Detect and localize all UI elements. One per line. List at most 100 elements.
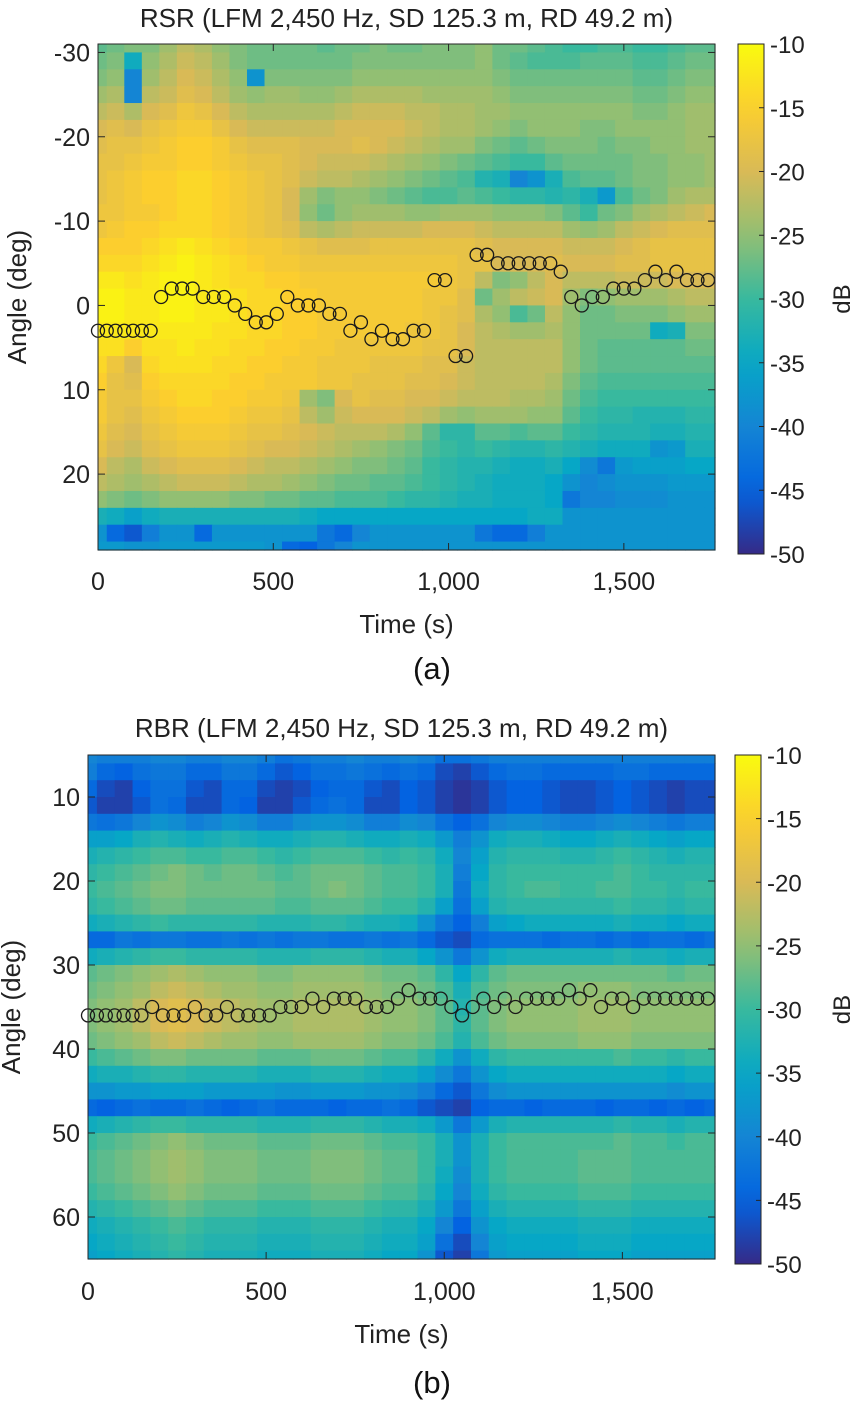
heatmap-cell: [364, 1065, 383, 1084]
heatmap-cell: [352, 288, 371, 307]
heatmap-cell: [474, 254, 493, 273]
heatmap-cell: [453, 897, 472, 916]
panel-b: RBR (LFM 2,450 Hz, SD 125.3 m, RD 49.2 m…: [0, 711, 864, 1422]
heatmap-cell: [631, 780, 650, 798]
heatmap-cell: [457, 136, 476, 155]
heatmap-cell: [595, 897, 615, 916]
heatmap-cell: [470, 1082, 490, 1100]
heatmap-cell: [667, 52, 686, 70]
heatmap-cell: [685, 356, 706, 374]
heatmap-cell: [704, 948, 716, 966]
heatmap-cell: [684, 1217, 705, 1235]
heatmap-cell: [246, 524, 266, 543]
heatmap-cell: [544, 356, 564, 374]
heatmap-cell: [580, 541, 599, 551]
heatmap-cell: [595, 1116, 615, 1134]
heatmap-cell: [542, 1065, 561, 1084]
heatmap-cell: [453, 1233, 472, 1252]
heatmap-cell: [317, 69, 336, 87]
heatmap-cell: [381, 1099, 401, 1117]
heatmap-cell: [364, 1116, 383, 1134]
heatmap-cell: [334, 356, 353, 374]
heatmap-cell: [457, 119, 476, 138]
heatmap-cell: [595, 1200, 615, 1218]
heatmap-cell: [159, 440, 178, 458]
heatmap-cell: [704, 339, 716, 357]
heatmap-cell: [364, 981, 383, 1000]
heatmap-cell: [595, 830, 615, 848]
heatmap-cell: [509, 474, 529, 492]
heatmap-cell: [615, 170, 634, 188]
heatmap-cell: [132, 1166, 151, 1184]
heatmap-cell: [435, 813, 454, 832]
heatmap-cell: [194, 440, 213, 458]
heatmap-cell: [141, 474, 160, 492]
heatmap-cell: [334, 288, 353, 307]
heatmap-cell: [150, 931, 169, 949]
heatmap-cell: [439, 103, 458, 121]
heatmap-cell: [264, 86, 283, 104]
heatmap-cell: [369, 170, 388, 188]
heatmap-cell: [488, 1065, 508, 1084]
heatmap-cell: [229, 440, 248, 458]
heatmap-cell: [562, 69, 581, 87]
heatmap-cell: [334, 423, 353, 441]
heatmap-cell: [509, 271, 529, 290]
heatmap-cell: [509, 204, 529, 222]
heatmap-cell: [457, 322, 476, 340]
heatmap-cell: [632, 490, 651, 509]
heatmap-cell: [704, 847, 716, 865]
heatmap-cell: [334, 389, 353, 408]
heatmap-cell: [159, 119, 178, 138]
heatmap-cell: [542, 763, 561, 781]
heatmap-cell: [453, 830, 472, 848]
marker-point: [433, 991, 448, 1006]
heatmap-cell: [632, 69, 651, 87]
heatmap-cell: [328, 981, 347, 1000]
heatmap-cell: [417, 763, 436, 781]
heatmap-cell: [96, 755, 116, 764]
heatmap-cell: [364, 763, 383, 781]
heatmap-cell: [632, 103, 651, 121]
heatmap-cell: [684, 1015, 705, 1033]
marker-point: [529, 991, 545, 1006]
marker-point: [143, 323, 158, 338]
heatmap-cell: [168, 881, 187, 899]
heatmap-cell: [524, 1099, 543, 1117]
heatmap-cell: [597, 440, 616, 458]
heatmap-cell: [404, 524, 423, 543]
heatmap-cell: [474, 457, 493, 475]
heatmap-cell: [650, 474, 669, 492]
heatmap-cell: [106, 406, 125, 425]
heatmap-cell: [264, 153, 283, 172]
heatmap-cell: [542, 1099, 561, 1117]
heatmap-cell: [106, 237, 125, 256]
marker-point: [604, 991, 619, 1006]
marker-point: [134, 323, 149, 338]
heatmap-cell: [404, 457, 423, 475]
heatmap-cell: [631, 1032, 650, 1050]
marker-point: [209, 1008, 224, 1023]
heatmap-cell: [562, 153, 581, 172]
heatmap-cell: [613, 780, 632, 798]
heatmap-cell: [544, 305, 564, 323]
marker-point: [657, 991, 673, 1006]
heatmap-cell: [632, 406, 651, 425]
heatmap-cell: [221, 897, 240, 916]
heatmap-cell: [275, 897, 294, 916]
heatmap-cell: [524, 797, 543, 815]
heatmap-cell: [613, 897, 632, 916]
y-tick-label: -20: [54, 124, 90, 152]
heatmap-cell: [239, 897, 258, 916]
heatmap-cell: [239, 1149, 258, 1168]
heatmap-cell: [114, 763, 134, 781]
heatmap-cell: [96, 948, 116, 966]
heatmap-cell: [203, 1200, 223, 1218]
heatmap-cell: [334, 52, 353, 70]
heatmap-cell: [470, 1065, 490, 1084]
heatmap-cell: [667, 305, 686, 323]
heatmap-cell: [246, 170, 266, 188]
heatmap-cell: [239, 813, 258, 832]
heatmap-cell: [506, 1250, 525, 1260]
heatmap-cell: [124, 153, 143, 172]
